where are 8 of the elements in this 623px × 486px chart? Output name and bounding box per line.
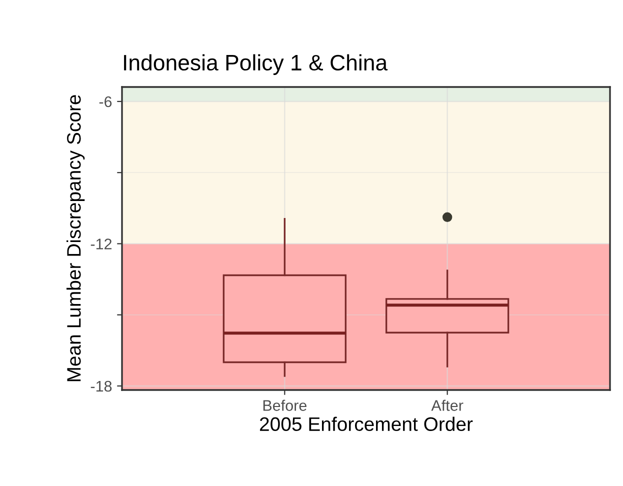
y-tick-label: -12 xyxy=(90,238,112,250)
x-tick-label: After xyxy=(431,400,464,411)
x-tick-label: Before xyxy=(263,400,306,411)
x-axis-title: 2005 Enforcement Order xyxy=(260,416,473,432)
y-tick-label: -6 xyxy=(99,96,112,108)
y-tick-label: -18 xyxy=(90,380,112,392)
y-axis-title: Mean Lumber Discrepancy Score xyxy=(66,95,85,382)
chart-title: Indonesia Policy 1 & China xyxy=(124,54,388,75)
